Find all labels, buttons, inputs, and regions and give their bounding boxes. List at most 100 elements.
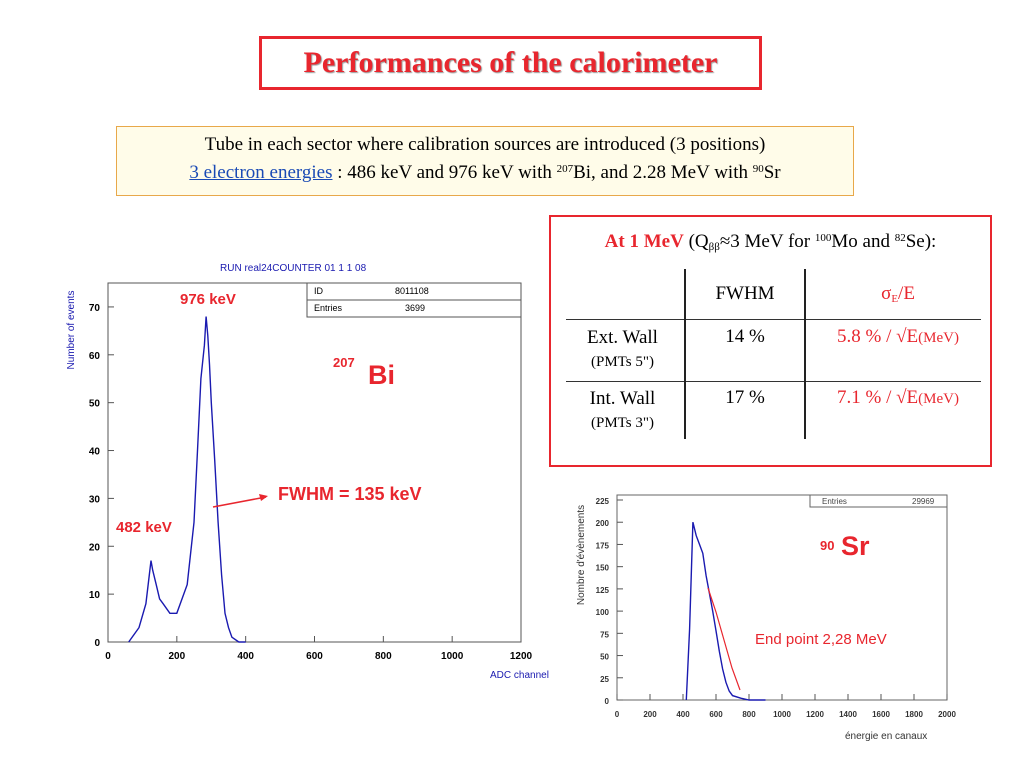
row-ext-wall: Ext. Wall (PMTs 5") bbox=[561, 326, 684, 374]
info-text-c: Sr bbox=[763, 162, 781, 183]
sr-ylabel: Nombre d'évènements bbox=[576, 505, 587, 605]
bi-isotope-sup: 207 bbox=[333, 355, 355, 370]
res-value: 7.1 % / √E bbox=[837, 387, 919, 408]
res-unit: (MeV) bbox=[918, 391, 959, 407]
y-tick-label: 100 bbox=[596, 608, 610, 617]
x-tick-label: 600 bbox=[709, 710, 723, 719]
resolution-table-box: At 1 MeV (Qββ≈3 MeV for 100Mo and 82Se):… bbox=[549, 215, 992, 467]
table-divider-1 bbox=[566, 319, 981, 320]
title-box: Performances of the calorimeter bbox=[259, 36, 762, 90]
sigma-sub: E bbox=[891, 293, 899, 305]
table-heading-sup2: 82 bbox=[894, 232, 906, 244]
bi-axes: 0 200 400 600 800 1000 1200 0 10 20 30 40 50 60 70 bbox=[89, 303, 533, 662]
x-tick-label: 1200 bbox=[510, 651, 533, 662]
sr-isotope-sup: 90 bbox=[820, 538, 834, 553]
x-tick-label: 200 bbox=[643, 710, 657, 719]
electron-energies-link[interactable]: 3 electron energies bbox=[189, 162, 333, 183]
bi-stats-val-1: 8011108 bbox=[395, 286, 429, 296]
y-tick-label: 10 bbox=[89, 590, 101, 601]
bi-ylabel: Number of events bbox=[66, 291, 77, 370]
endpoint-label: End point 2,28 MeV bbox=[755, 631, 887, 648]
table-heading-c: Mo and bbox=[831, 231, 895, 252]
sr-plot-frame bbox=[616, 494, 948, 701]
x-tick-label: 800 bbox=[375, 651, 392, 662]
x-tick-label: 2000 bbox=[938, 710, 956, 719]
label-976-kev: 976 keV bbox=[180, 291, 236, 308]
x-tick-label: 600 bbox=[306, 651, 323, 662]
x-tick-label: 1000 bbox=[773, 710, 791, 719]
sr-stats-key: Entries bbox=[822, 497, 847, 506]
y-tick-label: 225 bbox=[596, 497, 610, 506]
x-tick-label: 200 bbox=[168, 651, 185, 662]
fwhm-arrow bbox=[212, 496, 267, 508]
sr-fit-line bbox=[707, 587, 741, 691]
x-tick-label: 0 bbox=[105, 651, 111, 662]
info-text-a: : 486 keV and 976 keV with bbox=[332, 162, 557, 183]
row-sub: (PMTs 5") bbox=[591, 354, 654, 370]
y-tick-label: 150 bbox=[596, 564, 610, 573]
res-unit: (MeV) bbox=[918, 330, 959, 346]
sr-stats-box bbox=[809, 494, 948, 508]
bi-xlabel: ADC channel bbox=[490, 670, 549, 681]
info-line-1: Tube in each sector where calibration so… bbox=[204, 134, 766, 155]
info-line-2: 3 electron energies : 486 keV and 976 ke… bbox=[117, 159, 853, 187]
row-int-fwhm: 17 % bbox=[725, 387, 765, 408]
table-heading-b: ≈3 MeV for bbox=[719, 231, 815, 252]
y-tick-label: 0 bbox=[94, 638, 100, 649]
fwhm-arrow-head bbox=[259, 494, 268, 501]
bi-isotope-label: Bi bbox=[368, 360, 395, 390]
y-tick-label: 20 bbox=[89, 542, 101, 553]
row-ext-resolution: 5.8 % / √E(MeV) bbox=[806, 326, 990, 348]
x-tick-label: 1000 bbox=[441, 651, 464, 662]
info-text-b: Bi, and 2.28 MeV with bbox=[573, 162, 753, 183]
x-tick-label: 1400 bbox=[839, 710, 857, 719]
res-value: 5.8 % / √E bbox=[837, 326, 919, 347]
col-header-fwhm: FWHM bbox=[715, 283, 775, 304]
y-tick-label: 30 bbox=[89, 494, 101, 505]
row-ext-fwhm: 14 % bbox=[725, 326, 765, 347]
table-heading-sup1: 100 bbox=[814, 232, 832, 244]
bi-stats-key-1: ID bbox=[314, 286, 324, 296]
y-tick-label: 200 bbox=[596, 519, 610, 528]
x-tick-label: 400 bbox=[237, 651, 254, 662]
info-box: Tube in each sector where calibration so… bbox=[116, 126, 854, 196]
page-title: Performances of the calorimeter bbox=[303, 46, 718, 79]
x-tick-label: 0 bbox=[615, 710, 620, 719]
table-divider-2 bbox=[566, 381, 981, 382]
bi-spectrum-line bbox=[128, 316, 246, 643]
row-int-resolution: 7.1 % / √E(MeV) bbox=[806, 387, 990, 409]
row-name: Ext. Wall bbox=[587, 327, 658, 348]
info-sup-1: 207 bbox=[556, 163, 574, 175]
y-tick-label: 60 bbox=[89, 351, 101, 362]
table-vline-1 bbox=[684, 269, 686, 439]
y-tick-label: 40 bbox=[89, 447, 101, 458]
sr-xlabel: énergie en canaux bbox=[845, 731, 927, 742]
table-vline-2 bbox=[804, 269, 806, 439]
bi-stats-val-2: 3699 bbox=[405, 303, 425, 313]
y-tick-label: 0 bbox=[605, 697, 610, 706]
row-sub: (PMTs 3") bbox=[591, 415, 654, 431]
y-tick-label: 75 bbox=[600, 630, 609, 639]
info-sup-2: 90 bbox=[752, 163, 764, 175]
table-heading-sub: ββ bbox=[708, 241, 720, 253]
table-heading-a: (Q bbox=[683, 231, 709, 252]
col-header-sigma: σE/E bbox=[806, 283, 990, 305]
bi-stats-key-2: Entries bbox=[314, 303, 343, 313]
table-heading: At 1 MeV (Qββ≈3 MeV for 100Mo and 82Se): bbox=[551, 231, 990, 253]
row-int-wall: Int. Wall (PMTs 3") bbox=[561, 387, 684, 435]
fwhm-label: FWHM = 135 keV bbox=[278, 484, 422, 504]
x-tick-label: 1600 bbox=[872, 710, 890, 719]
label-482-kev: 482 keV bbox=[116, 519, 172, 536]
y-tick-label: 50 bbox=[600, 653, 609, 662]
y-tick-label: 175 bbox=[596, 541, 610, 550]
x-tick-label: 800 bbox=[742, 710, 756, 719]
row-name: Int. Wall bbox=[589, 388, 656, 409]
sr-stats-val: 29969 bbox=[912, 497, 935, 506]
y-tick-label: 70 bbox=[89, 303, 101, 314]
table-heading-red: At 1 MeV bbox=[604, 231, 684, 252]
sr-axes: 0 200 400 600 800 1000 1200 1400 1600 1800 2000 0 25… bbox=[596, 497, 957, 719]
x-tick-label: 1800 bbox=[905, 710, 923, 719]
y-tick-label: 25 bbox=[600, 675, 609, 684]
